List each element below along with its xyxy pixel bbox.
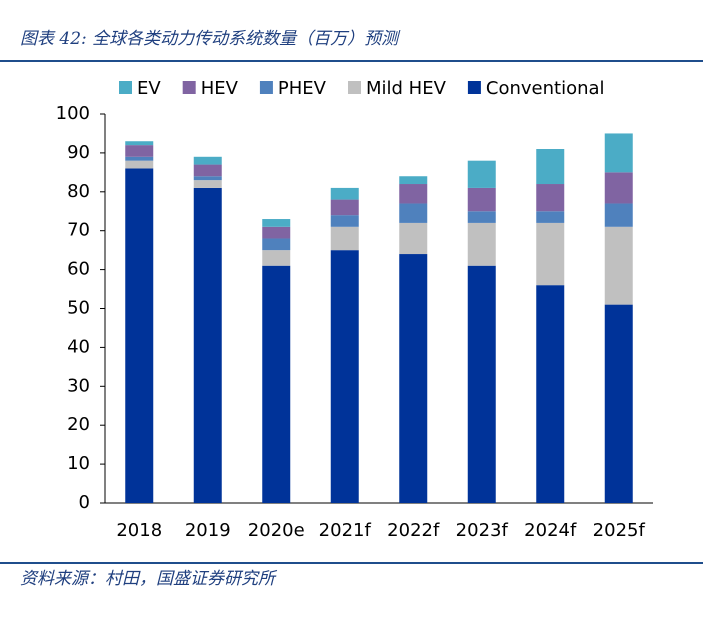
y-tick-label: 80 <box>67 181 90 202</box>
bar-segment <box>330 199 359 216</box>
y-tick-label: 0 <box>79 492 90 513</box>
bar-segment <box>604 203 633 227</box>
bar-segment <box>193 176 222 181</box>
legend-label: PHEV <box>278 78 327 99</box>
x-tick-label: 2022f <box>387 520 440 541</box>
bar-segment <box>536 285 565 503</box>
x-tick-label: 2019 <box>185 520 231 541</box>
bar-segment <box>604 133 633 173</box>
legend-swatch <box>348 81 361 94</box>
bar-segment <box>467 222 496 266</box>
legend-swatch <box>119 81 132 94</box>
bar-segment <box>467 160 496 188</box>
bar-segment <box>467 211 496 223</box>
bar-segment <box>262 238 291 251</box>
bar-segment <box>330 250 359 503</box>
legend-swatch <box>467 81 481 94</box>
legend-label: HEV <box>201 78 239 99</box>
legend-swatch <box>182 81 196 94</box>
x-tick-label: 2021f <box>319 520 372 541</box>
bar-segment <box>604 226 633 305</box>
bar-segment <box>193 180 222 188</box>
bar-segment <box>193 187 222 503</box>
x-tick-label: 2024f <box>524 520 577 541</box>
bar-segment <box>330 215 359 227</box>
bar-segment <box>399 203 428 223</box>
source-note: 资料来源：村田，国盛证券研究所 <box>20 569 278 589</box>
x-tick-label: 2018 <box>116 520 162 541</box>
bar-segment <box>399 176 428 185</box>
bar-segment <box>193 164 222 177</box>
legend-label: Mild HEV <box>366 78 447 99</box>
y-tick-label: 50 <box>67 298 90 319</box>
bar-segment <box>604 304 633 503</box>
bar-segment <box>399 184 428 204</box>
x-tick-label: 2020e <box>248 520 305 541</box>
bar-segment <box>536 222 565 286</box>
bar-segment <box>262 250 291 266</box>
bar-segment <box>399 222 428 255</box>
y-tick-label: 60 <box>67 259 90 280</box>
y-tick-label: 20 <box>67 414 90 435</box>
bar-segment <box>125 168 154 503</box>
bar-segment <box>125 141 154 146</box>
legend-swatch <box>259 81 273 94</box>
chart-title: 图表 42: 全球各类动力传动系统数量（百万）预测 <box>20 29 401 49</box>
bar-segment <box>399 254 428 503</box>
bar-segment <box>125 145 154 157</box>
bar-segment <box>125 156 154 161</box>
y-tick-label: 100 <box>56 103 90 124</box>
bar-segment <box>536 184 565 212</box>
bar-segment <box>467 187 496 212</box>
legend-label: EV <box>137 78 161 99</box>
y-tick-label: 90 <box>67 142 90 163</box>
y-tick-label: 40 <box>67 336 90 357</box>
bar-segment <box>536 211 565 223</box>
bar-segment <box>262 219 291 227</box>
bar-segment <box>262 265 291 503</box>
y-tick-label: 10 <box>67 453 90 474</box>
bar-segment <box>262 226 291 239</box>
legend-label: Conventional <box>486 78 605 99</box>
bar-segment <box>467 265 496 503</box>
x-tick-label: 2025f <box>593 520 646 541</box>
bar-segment <box>536 149 565 185</box>
y-tick-label: 30 <box>67 375 90 396</box>
bar-segment <box>330 226 359 251</box>
bar-segment <box>604 172 633 204</box>
x-tick-label: 2023f <box>456 520 509 541</box>
bar-segment <box>330 187 359 200</box>
bar-segment <box>125 160 154 169</box>
y-tick-label: 70 <box>67 220 90 241</box>
bar-segment <box>193 156 222 165</box>
